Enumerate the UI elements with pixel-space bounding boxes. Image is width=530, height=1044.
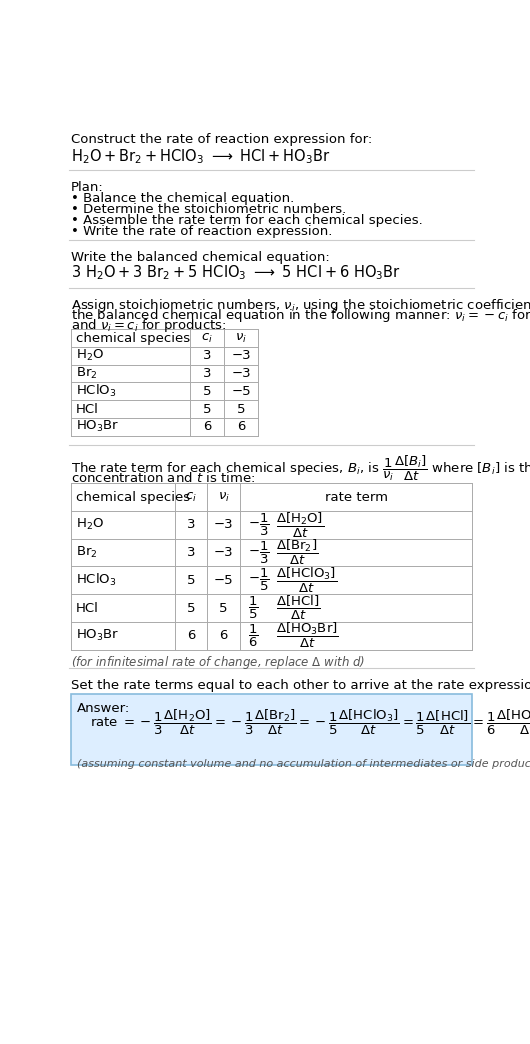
Text: 5: 5 [203, 403, 211, 416]
Text: $\dfrac{\Delta[\mathrm{HCl}]}{\Delta t}$: $\dfrac{\Delta[\mathrm{HCl}]}{\Delta t}$ [276, 594, 320, 622]
Text: 5: 5 [203, 385, 211, 398]
Text: concentration and $t$ is time:: concentration and $t$ is time: [71, 471, 255, 485]
Text: −5: −5 [214, 574, 233, 587]
Text: the balanced chemical equation in the following manner: $\nu_i = -c_i$ for react: the balanced chemical equation in the fo… [71, 307, 530, 324]
Text: 5: 5 [187, 574, 195, 587]
Text: $\mathrm{Br_2}$: $\mathrm{Br_2}$ [76, 545, 97, 561]
Text: $\dfrac{1}{6}$: $\dfrac{1}{6}$ [248, 622, 258, 649]
Text: • Assemble the rate term for each chemical species.: • Assemble the rate term for each chemic… [71, 214, 422, 227]
Text: $\dfrac{\Delta[\mathrm{HClO_3}]}{\Delta t}$: $\dfrac{\Delta[\mathrm{HClO_3}]}{\Delta … [276, 566, 337, 595]
Text: HCl: HCl [76, 403, 99, 416]
Text: Plan:: Plan: [71, 181, 104, 194]
Text: $\dfrac{\Delta[\mathrm{Br_2}]}{\Delta t}$: $\dfrac{\Delta[\mathrm{Br_2}]}{\Delta t}… [276, 538, 318, 567]
Text: HCl: HCl [76, 601, 99, 615]
Text: $\mathrm{3\ H_2O + 3\ Br_2 + 5\ HClO_3\ \longrightarrow\ 5\ HCl + 6\ HO_3Br}$: $\mathrm{3\ H_2O + 3\ Br_2 + 5\ HClO_3\ … [71, 263, 401, 282]
Text: $\dfrac{\Delta[\mathrm{H_2O}]}{\Delta t}$: $\dfrac{\Delta[\mathrm{H_2O}]}{\Delta t}… [276, 511, 324, 540]
Text: −3: −3 [214, 519, 233, 531]
Text: $c_i$: $c_i$ [185, 491, 197, 504]
Text: (assuming constant volume and no accumulation of intermediates or side products): (assuming constant volume and no accumul… [77, 759, 530, 769]
Text: $\mathrm{H_2O}$: $\mathrm{H_2O}$ [76, 518, 104, 532]
Text: 5: 5 [219, 601, 228, 615]
Text: $\mathrm{Br_2}$: $\mathrm{Br_2}$ [76, 366, 97, 381]
Text: $\mathrm{HO_3Br}$: $\mathrm{HO_3Br}$ [76, 628, 119, 643]
Text: 3: 3 [187, 519, 195, 531]
Text: $\dfrac{\Delta[\mathrm{HO_3Br}]}{\Delta t}$: $\dfrac{\Delta[\mathrm{HO_3Br}]}{\Delta … [276, 621, 338, 650]
Text: 6: 6 [219, 630, 228, 642]
Text: 3: 3 [203, 367, 211, 380]
Text: −3: −3 [214, 546, 233, 560]
Text: 6: 6 [187, 630, 195, 642]
Text: $\mathrm{H_2O}$: $\mathrm{H_2O}$ [76, 349, 104, 363]
Text: Write the balanced chemical equation:: Write the balanced chemical equation: [71, 251, 330, 264]
Text: chemical species: chemical species [76, 491, 190, 503]
Text: Construct the rate of reaction expression for:: Construct the rate of reaction expressio… [71, 133, 372, 146]
Text: $\dfrac{1}{5}$: $\dfrac{1}{5}$ [248, 595, 258, 621]
Text: rate $= -\dfrac{1}{3}\dfrac{\Delta[\mathrm{H_2O}]}{\Delta t} = -\dfrac{1}{3}\dfr: rate $= -\dfrac{1}{3}\dfrac{\Delta[\math… [90, 708, 530, 737]
Text: and $\nu_i = c_i$ for products:: and $\nu_i = c_i$ for products: [71, 317, 226, 334]
Text: $-\dfrac{1}{5}$: $-\dfrac{1}{5}$ [248, 567, 269, 593]
Text: Answer:: Answer: [77, 702, 130, 715]
Text: • Balance the chemical equation.: • Balance the chemical equation. [71, 192, 294, 206]
Text: $\nu_i$: $\nu_i$ [218, 491, 229, 504]
Text: −3: −3 [232, 350, 251, 362]
Text: (for infinitesimal rate of change, replace $\Delta$ with $d$): (for infinitesimal rate of change, repla… [71, 655, 365, 671]
Text: 6: 6 [203, 421, 211, 433]
Text: 3: 3 [203, 350, 211, 362]
Text: −3: −3 [232, 367, 251, 380]
Text: Assign stoichiometric numbers, $\nu_i$, using the stoichiometric coefficients, $: Assign stoichiometric numbers, $\nu_i$, … [71, 296, 530, 314]
Text: $-\dfrac{1}{3}$: $-\dfrac{1}{3}$ [248, 540, 269, 566]
Text: $-\dfrac{1}{3}$: $-\dfrac{1}{3}$ [248, 512, 269, 538]
Text: $\nu_i$: $\nu_i$ [235, 332, 248, 345]
Text: Set the rate terms equal to each other to arrive at the rate expression:: Set the rate terms equal to each other t… [71, 679, 530, 692]
Text: • Determine the stoichiometric numbers.: • Determine the stoichiometric numbers. [71, 203, 346, 216]
Text: −5: −5 [232, 385, 251, 398]
Text: The rate term for each chemical species, $B_i$, is $\dfrac{1}{\nu_i}\dfrac{\Delt: The rate term for each chemical species,… [71, 454, 530, 483]
Text: 6: 6 [237, 421, 245, 433]
Text: • Write the rate of reaction expression.: • Write the rate of reaction expression. [71, 224, 332, 238]
Text: $\mathrm{H_2O + Br_2 + HClO_3\ \longrightarrow\ HCl + HO_3Br}$: $\mathrm{H_2O + Br_2 + HClO_3\ \longrigh… [71, 147, 331, 166]
Text: 5: 5 [237, 403, 245, 416]
Text: rate term: rate term [324, 491, 387, 503]
Text: $\mathrm{HClO_3}$: $\mathrm{HClO_3}$ [76, 572, 116, 589]
Text: 5: 5 [187, 601, 195, 615]
Text: $\mathrm{HO_3Br}$: $\mathrm{HO_3Br}$ [76, 420, 119, 434]
Text: chemical species: chemical species [76, 332, 190, 345]
FancyBboxPatch shape [71, 694, 472, 765]
Text: 3: 3 [187, 546, 195, 560]
Text: $\mathrm{HClO_3}$: $\mathrm{HClO_3}$ [76, 383, 116, 400]
Text: $c_i$: $c_i$ [201, 332, 213, 345]
